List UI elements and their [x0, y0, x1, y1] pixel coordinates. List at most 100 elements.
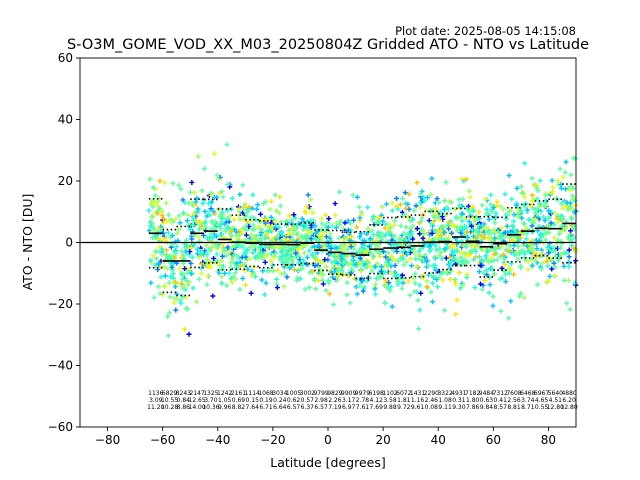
bin-count-label: 1102: [382, 390, 397, 397]
scatter-point: [490, 303, 496, 309]
scatter-point: [399, 286, 405, 292]
scatter-point: [326, 216, 332, 222]
scatter-point: [189, 245, 195, 251]
scatter-point: [229, 255, 235, 261]
scatter-point: [204, 282, 210, 288]
scatter-point: [410, 223, 416, 229]
bin-mean-label: 10.55: [161, 397, 178, 404]
scatter-point: [365, 225, 371, 231]
bin-mean-label: 2.78: [356, 397, 370, 404]
scatter-point: [353, 284, 359, 290]
bin-mean-label: 0.69: [232, 397, 246, 404]
scatter-point: [395, 259, 401, 265]
scatter-point: [544, 258, 550, 264]
scatter-point: [310, 252, 316, 258]
scatter-point: [452, 249, 458, 255]
bin-std-label: 14.00: [189, 404, 206, 411]
scatter-point: [500, 252, 506, 258]
scatter-point: [483, 253, 489, 259]
bin-std-label: 11.20: [147, 404, 164, 411]
scatter-point: [527, 244, 533, 250]
scatter-point: [502, 191, 508, 197]
scatter-point: [199, 188, 205, 194]
scatter-point: [381, 249, 387, 255]
scatter-point: [478, 263, 484, 269]
scatter-point: [255, 202, 261, 208]
scatter-point: [414, 264, 420, 270]
scatter-point: [428, 289, 434, 295]
scatter-point: [443, 179, 449, 185]
scatter-point: [202, 248, 208, 254]
scatter-point: [240, 182, 246, 188]
scatter-point: [230, 274, 236, 280]
scatter-point: [283, 256, 289, 262]
scatter-point: [272, 192, 278, 198]
scatter-point: [518, 234, 524, 240]
scatter-point: [182, 326, 188, 332]
scatter-point: [532, 210, 538, 216]
scatter-point: [159, 251, 165, 257]
scatter-point: [376, 218, 382, 224]
bin-mean-label: 0.19: [259, 397, 273, 404]
scatter-point: [317, 272, 323, 278]
scatter-point: [315, 228, 321, 234]
scatter-point: [191, 217, 197, 223]
scatter-point: [428, 272, 434, 278]
scatter-point: [342, 220, 348, 226]
scatter-point: [233, 276, 239, 282]
scatter-point: [397, 202, 403, 208]
scatter-point: [273, 236, 279, 242]
scatter-point: [531, 220, 537, 226]
scatter-point: [426, 244, 432, 250]
scatter-point: [178, 248, 184, 254]
scatter-point: [416, 326, 422, 332]
bin-std-label: 7.64: [246, 404, 260, 411]
scatter-point: [552, 273, 558, 279]
scatter-point: [454, 248, 460, 254]
scatter-point: [523, 236, 529, 242]
scatter-point: [291, 212, 297, 218]
scatter-point: [471, 233, 477, 239]
scatter-point: [429, 176, 435, 182]
scatter-point: [330, 274, 336, 280]
scatter-point: [388, 284, 394, 290]
scatter-point: [442, 307, 448, 313]
scatter-point: [420, 212, 426, 218]
bin-count-label: 4880: [561, 390, 576, 397]
scatter-point: [440, 269, 446, 275]
bin-std-label: 6.71: [259, 404, 273, 411]
scatter-point: [306, 248, 312, 254]
bin-mean-label: 2.26: [328, 397, 342, 404]
scatter-point: [440, 277, 446, 283]
bin-count-label: 9484: [479, 390, 494, 397]
scatter-point: [210, 240, 216, 246]
scatter-point: [372, 286, 378, 292]
scatter-point: [472, 217, 478, 223]
scatter-point: [332, 254, 338, 260]
scatter-point: [320, 281, 326, 287]
scatter-point: [198, 261, 204, 267]
scatter-point: [160, 220, 166, 226]
scatter-point: [354, 276, 360, 282]
bin-mean-markers: [148, 222, 576, 262]
scatter-point: [569, 183, 575, 189]
scatter-point: [305, 192, 311, 198]
scatter-point: [210, 293, 216, 299]
scatter-point: [216, 176, 222, 182]
scatter-point: [216, 270, 222, 276]
bin-count-label: 2147: [189, 390, 204, 397]
scatter-point: [420, 235, 426, 241]
scatter-point: [161, 264, 167, 270]
scatter-point: [392, 257, 398, 263]
scatter-point: [357, 234, 363, 240]
scatter-point: [250, 222, 256, 228]
scatter-point: [354, 224, 360, 230]
scatter-point: [510, 223, 516, 229]
scatter-point: [301, 218, 307, 224]
scatter-point: [308, 230, 314, 236]
x-tick-label: −20: [260, 433, 285, 447]
scatter-point: [196, 247, 202, 253]
scatter-point: [178, 281, 184, 287]
scatter-point: [287, 230, 293, 236]
